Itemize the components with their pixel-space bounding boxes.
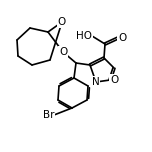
Text: Br: Br <box>43 110 54 120</box>
Text: HO: HO <box>76 31 92 41</box>
Text: O: O <box>59 47 67 57</box>
Text: N: N <box>92 77 100 87</box>
Text: O: O <box>118 33 126 43</box>
Text: O: O <box>110 75 118 85</box>
Text: O: O <box>58 17 66 27</box>
